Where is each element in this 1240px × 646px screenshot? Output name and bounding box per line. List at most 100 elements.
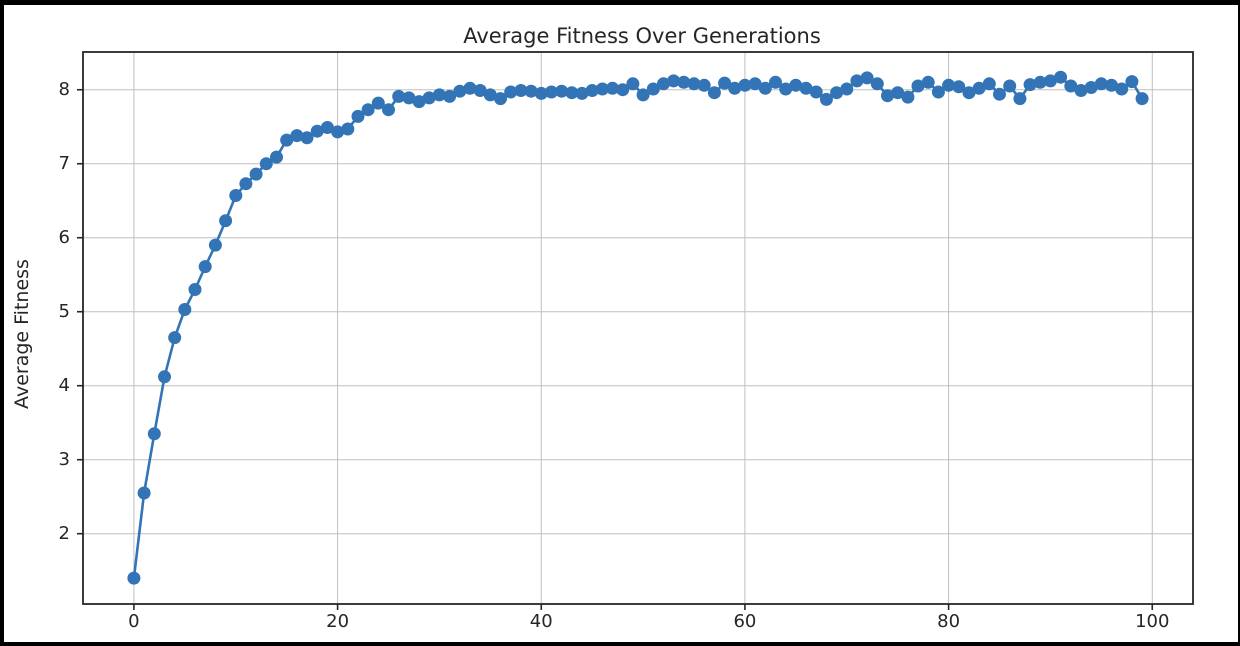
data-point-marker	[270, 150, 283, 164]
data-point-marker	[412, 95, 426, 109]
chart-title: Average Fitness Over Generations	[463, 24, 821, 48]
data-point-marker	[952, 80, 966, 94]
data-point-marker	[483, 88, 497, 102]
data-point-marker	[198, 260, 212, 274]
data-point-marker	[300, 131, 314, 145]
data-point-marker	[402, 91, 416, 105]
data-point-marker	[677, 75, 691, 89]
data-point-marker	[504, 85, 518, 99]
data-point-marker	[707, 86, 721, 100]
data-point-marker	[1043, 74, 1057, 88]
data-point-marker	[331, 125, 345, 139]
matplotlib-figure: Average Fitness Over Generations Average…	[4, 5, 1238, 642]
data-point-marker	[809, 85, 823, 99]
data-point-marker	[595, 82, 609, 96]
data-point-marker	[850, 74, 864, 88]
x-tick-label: 40	[529, 611, 553, 632]
data-point-marker	[1013, 92, 1027, 106]
data-point-marker	[555, 84, 569, 98]
data-point-marker	[473, 84, 487, 97]
x-tick-label: 100	[1135, 611, 1170, 632]
x-tick-label: 0	[128, 611, 140, 632]
data-point-marker	[1115, 82, 1129, 96]
data-point-marker	[840, 82, 854, 96]
data-point-marker	[962, 86, 976, 100]
data-point-marker	[830, 86, 844, 100]
data-point-marker	[1033, 75, 1047, 89]
data-point-marker	[982, 77, 996, 91]
data-point-marker	[891, 86, 905, 100]
data-point-marker	[931, 85, 945, 99]
data-point-marker	[280, 133, 294, 147]
data-point-marker	[249, 167, 263, 181]
data-point-marker	[320, 121, 334, 134]
data-point-marker	[1084, 81, 1098, 94]
data-point-marker	[392, 89, 406, 103]
data-point-marker	[769, 75, 782, 89]
x-tick-label: 80	[937, 611, 961, 632]
x-tick-label: 20	[326, 611, 350, 632]
data-point-marker	[972, 81, 986, 95]
y-tick-label: 8	[58, 78, 70, 100]
data-point-marker	[606, 81, 619, 95]
y-tick-label: 7	[58, 152, 70, 174]
data-point-marker	[1074, 84, 1088, 97]
data-point-marker	[208, 238, 222, 252]
data-point-marker	[371, 96, 385, 110]
data-point-marker	[993, 87, 1006, 101]
x-tick-label: 60	[733, 611, 757, 632]
data-point-marker	[494, 92, 507, 106]
data-point-marker	[290, 129, 304, 143]
data-point-marker	[697, 78, 711, 92]
data-point-marker	[901, 90, 915, 104]
data-point-marker	[168, 331, 182, 345]
data-point-marker	[147, 427, 161, 441]
axes-spines	[82, 51, 1194, 605]
data-point-marker	[524, 84, 538, 98]
data-point-marker	[382, 103, 395, 117]
data-point-marker	[636, 88, 650, 102]
data-point-marker	[178, 303, 192, 316]
data-point-marker	[1094, 77, 1108, 91]
data-point-marker	[534, 86, 548, 100]
data-point-marker	[575, 86, 589, 100]
y-tick-label: 4	[58, 374, 70, 396]
y-tick-label: 3	[58, 448, 70, 470]
data-point-marker	[779, 82, 793, 96]
data-point-marker	[1125, 75, 1139, 89]
data-point-marker	[1003, 79, 1017, 93]
y-tick-label: 6	[58, 226, 70, 248]
data-point-marker	[1064, 79, 1078, 93]
data-point-marker	[657, 77, 670, 91]
data-point-marker	[860, 71, 874, 85]
data-point-marker	[310, 124, 324, 138]
data-point-marker	[942, 78, 956, 92]
data-point-marker	[718, 76, 732, 90]
data-point-marker	[443, 89, 457, 103]
data-point-marker	[870, 77, 884, 91]
data-point-marker	[341, 122, 355, 136]
data-point-marker	[728, 81, 742, 95]
data-point-marker	[351, 109, 365, 123]
data-point-marker	[188, 283, 202, 296]
data-point-marker	[463, 81, 477, 95]
data-point-marker	[239, 177, 253, 191]
data-point-marker	[819, 92, 833, 106]
data-point-marker	[229, 189, 243, 202]
data-point-marker	[881, 89, 894, 103]
data-point-marker	[514, 84, 528, 97]
data-point-marker	[127, 571, 141, 585]
data-point-marker	[158, 370, 171, 384]
data-point-marker	[219, 214, 233, 228]
data-point-marker	[687, 77, 701, 91]
data-point-marker	[758, 81, 772, 95]
data-point-marker	[137, 486, 151, 500]
data-point-marker	[585, 84, 599, 97]
data-point-marker	[911, 79, 925, 93]
data-point-marker	[432, 88, 446, 102]
data-point-marker	[748, 77, 762, 91]
data-point-marker	[738, 78, 752, 92]
data-point-marker	[422, 91, 436, 105]
